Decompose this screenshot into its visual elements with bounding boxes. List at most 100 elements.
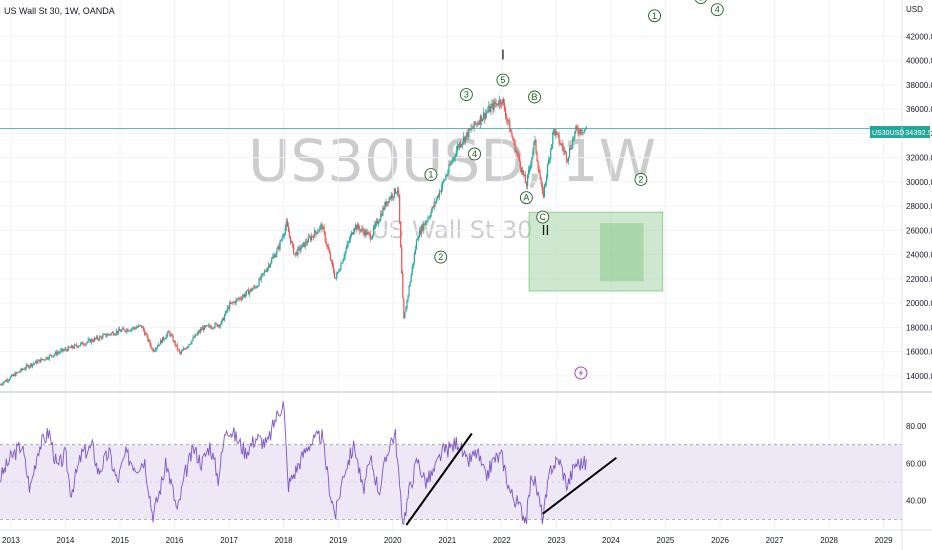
lightning-icon[interactable] — [574, 366, 588, 380]
candle-body — [88, 339, 90, 341]
candle-body — [384, 202, 386, 210]
price-tick-label: 26000.0 — [906, 226, 932, 235]
candle-body — [556, 131, 558, 133]
candle-body — [545, 176, 548, 183]
target-zone-box[interactable] — [528, 211, 664, 292]
candle-body — [329, 253, 332, 260]
candle-body — [219, 324, 221, 327]
candle-body — [150, 344, 152, 349]
wave-label[interactable]: 4 — [468, 147, 481, 161]
candle-body — [104, 333, 106, 335]
time-tick-label: 2013 — [2, 536, 20, 545]
candle-body — [259, 278, 261, 280]
candle-body — [454, 156, 456, 158]
candle-body — [332, 265, 335, 273]
candle-body — [241, 296, 243, 300]
candle-body — [53, 354, 56, 356]
candle-body — [78, 346, 80, 348]
candle-body — [92, 341, 94, 342]
candle-body — [557, 132, 559, 135]
wave-label[interactable]: 5 — [496, 73, 510, 87]
candle-body — [540, 179, 542, 185]
trendline[interactable] — [542, 456, 617, 515]
wave-label-circle — [459, 88, 473, 102]
wave-label[interactable]: 3 — [459, 88, 473, 102]
wave-label[interactable]: 3 — [694, 0, 707, 5]
wave-label-circle — [424, 168, 438, 182]
wave-label[interactable]: C — [536, 210, 550, 224]
wave-label-circle — [634, 172, 648, 186]
last-price-symbol: US30USD — [872, 130, 904, 137]
candle-body — [42, 359, 44, 361]
degree-mark[interactable]: I — [501, 48, 505, 63]
candle-body — [539, 173, 541, 180]
wave-label[interactable]: 4 — [710, 3, 724, 17]
candle-body — [415, 240, 418, 250]
wave-label-circle — [694, 0, 707, 5]
candle-body — [535, 139, 537, 153]
candle-body — [218, 324, 220, 327]
candle-body — [275, 254, 277, 258]
candle-body — [209, 325, 211, 327]
price-tick-label: 18000.0 — [906, 323, 932, 332]
candle-body — [8, 379, 11, 381]
candle-body — [302, 242, 304, 245]
candle-body — [163, 337, 165, 340]
candle-body — [24, 368, 26, 370]
price-tick-label: 22000.0 — [906, 275, 932, 284]
candle-body — [185, 348, 187, 350]
time-tick-label: 2029 — [875, 536, 893, 545]
candle-body — [546, 164, 549, 177]
candle-body — [186, 347, 188, 349]
candle-body — [176, 344, 178, 350]
wave-label[interactable]: 1 — [648, 9, 661, 23]
inner-zone-box[interactable] — [600, 223, 644, 282]
target-zones[interactable] — [528, 211, 664, 292]
candle-body — [278, 246, 280, 249]
wave-label[interactable]: B — [528, 90, 541, 104]
candle-body — [464, 136, 466, 142]
candle-body — [417, 237, 420, 239]
wave-label[interactable]: 1 — [424, 168, 438, 182]
candle-body — [0, 384, 2, 386]
candle-body — [459, 143, 462, 147]
candle-body — [158, 344, 161, 346]
candle-body — [71, 345, 73, 348]
candle-body — [227, 307, 229, 312]
candle-body — [151, 348, 153, 349]
candle-body — [145, 334, 147, 335]
candle-body — [139, 325, 142, 327]
candle-body — [111, 332, 113, 334]
candle-body — [167, 331, 169, 335]
candle-body — [23, 369, 25, 370]
wave-label[interactable]: A — [519, 191, 533, 205]
wave-label[interactable]: 2 — [434, 250, 448, 264]
candle-body — [291, 241, 293, 243]
candle-body — [328, 249, 330, 254]
degree-mark[interactable]: II — [542, 224, 550, 239]
candle-body — [320, 224, 322, 227]
candle-body — [272, 257, 274, 259]
candle-body — [114, 333, 116, 335]
candle-body — [208, 325, 210, 326]
candle-body — [217, 324, 219, 327]
candle-body — [165, 337, 167, 339]
candle-body — [168, 331, 170, 333]
price-tick-label: 16000.0 — [906, 348, 932, 357]
trendline[interactable] — [405, 432, 473, 526]
time-axis[interactable]: 2013 2014 2015 2016 2017 2018 2019 2020 2021 2022… — [0, 529, 932, 545]
wave-label[interactable]: 2 — [634, 172, 648, 186]
candle-body — [234, 301, 236, 304]
price-tick-label: 36000.0 — [906, 105, 932, 114]
wave-label-text: 3 — [698, 0, 703, 3]
candle-body — [327, 246, 329, 250]
chart-title: US Wall St 30, 1W, OANDA — [4, 6, 115, 16]
rsi-trendlines[interactable] — [405, 432, 617, 526]
candle-body — [515, 150, 517, 152]
candle-body — [584, 128, 586, 130]
wave-labels[interactable]: 12345ABC2134III — [424, 0, 724, 264]
candle-body — [452, 157, 454, 162]
candle-body — [422, 225, 424, 231]
last-price-tag[interactable]: US30USD 34392.5 — [870, 126, 932, 138]
